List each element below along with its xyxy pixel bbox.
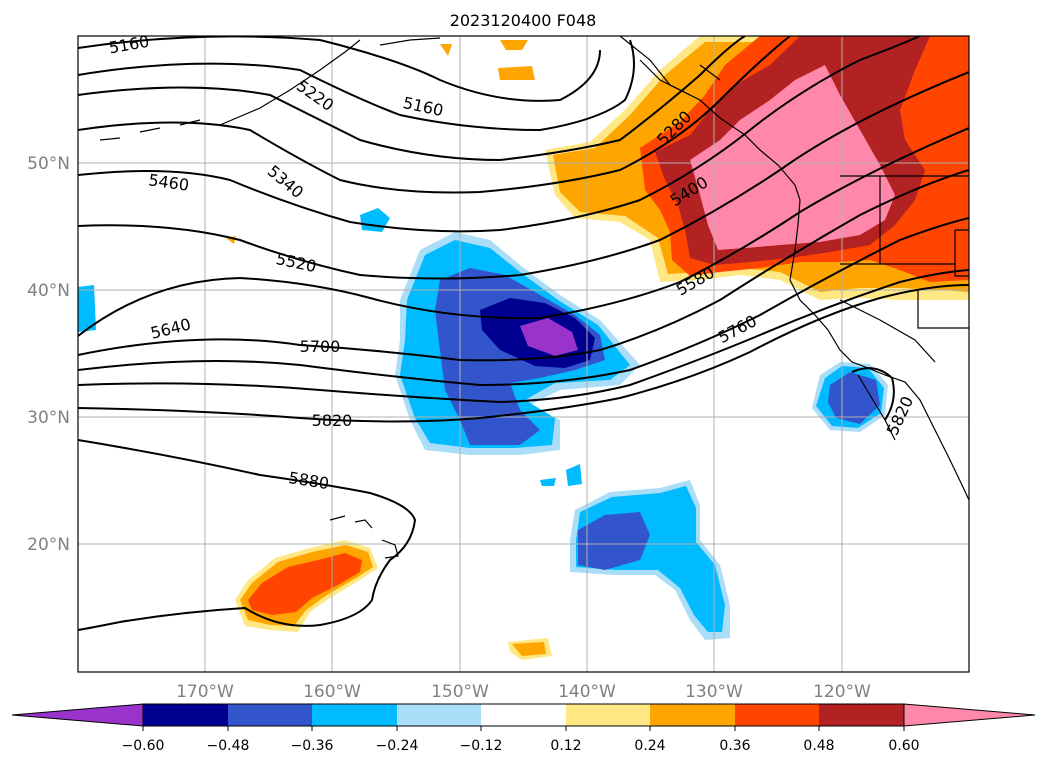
contour-label: 5160 <box>107 32 150 58</box>
lon-label: 150°W <box>431 682 489 702</box>
contour-label: 5700 <box>300 337 341 356</box>
colorbar-tick-label: −0.48 <box>207 738 250 754</box>
colorbar-extend-low <box>11 703 144 727</box>
colorbar-tick-label: 0.24 <box>634 738 665 754</box>
lon-label: 130°W <box>685 682 743 702</box>
lat-label: 40°N <box>27 281 70 301</box>
colorbar-swatch <box>397 704 481 726</box>
colorbar-extend-high <box>903 703 1036 727</box>
lon-labels: 170°W 160°W 150°W 140°W 130°W 120°W <box>176 682 871 702</box>
colorbar-tick-label: −0.24 <box>376 738 419 754</box>
negative-shading <box>78 80 969 640</box>
positive-shading <box>226 36 969 660</box>
lat-labels: 50°N 40°N 30°N 20°N <box>27 154 70 555</box>
colorbar-tick-label: 0.12 <box>550 738 581 754</box>
map-frame <box>77 35 970 673</box>
colorbar-tick-label: 0.48 <box>803 738 834 754</box>
height-contours <box>78 36 969 631</box>
lat-label: 30°N <box>27 408 70 428</box>
lat-label: 50°N <box>27 154 70 174</box>
colorbar-swatch <box>566 704 650 726</box>
colorbar-tick-label: 0.60 <box>888 738 919 754</box>
graticule <box>78 36 969 672</box>
colorbar-swatch <box>650 704 735 726</box>
contour-label: 5820 <box>312 411 353 430</box>
colorbar-swatch <box>819 704 904 726</box>
coastlines <box>99 36 969 559</box>
lon-label: 120°W <box>813 682 871 702</box>
colorbar-swatch <box>312 704 397 726</box>
colorbar-tick-label: −0.12 <box>460 738 503 754</box>
colorbar-ticks <box>142 726 905 731</box>
lat-label: 20°N <box>27 535 70 555</box>
map-panel: 5160 5220 5160 5340 5460 5280 5400 5520 … <box>78 32 969 672</box>
colorbar-tick-label: −0.36 <box>291 738 334 754</box>
colorbar-swatch <box>735 704 819 726</box>
colorbar-swatch <box>481 704 566 726</box>
colorbar: −0.60 −0.48 −0.36 −0.24 −0.12 0.12 0.24 … <box>11 703 1036 754</box>
map-title: 2023120400 F048 <box>450 11 597 30</box>
colorbar-tick-label: −0.60 <box>122 738 165 754</box>
colorbar-frame <box>142 703 905 727</box>
lon-label: 170°W <box>176 682 234 702</box>
colorbar-tick-label: 0.36 <box>719 738 750 754</box>
colorbar-swatch <box>143 704 228 726</box>
colorbar-swatch <box>228 704 312 726</box>
lon-label: 140°W <box>558 682 616 702</box>
lon-label: 160°W <box>303 682 361 702</box>
